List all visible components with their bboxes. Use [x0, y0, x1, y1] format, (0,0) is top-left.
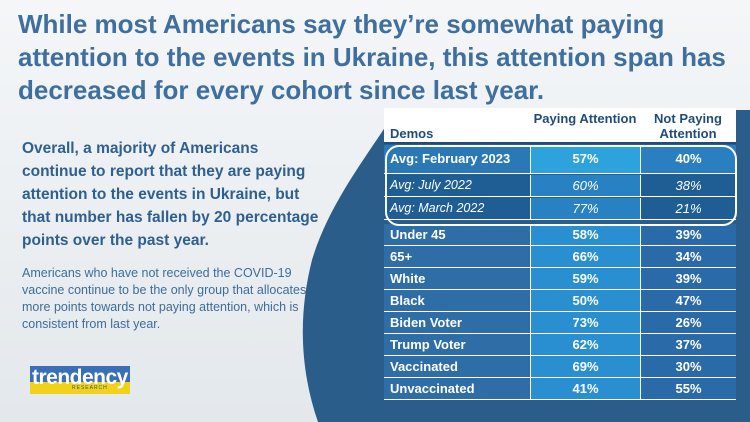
cell-demo: Avg: March 2022	[384, 198, 530, 219]
header-paying-attention: Paying Attention	[533, 111, 637, 126]
cell-paying: 62%	[530, 334, 640, 355]
cell-demo: Avg: February 2023	[384, 145, 530, 173]
cell-paying: 59%	[530, 268, 640, 289]
cell-demo: White	[384, 268, 530, 289]
cell-not-paying: 39%	[640, 268, 736, 289]
lead-paragraph: Overall, a majority of Americans continu…	[22, 140, 319, 249]
table-row: 65+ 66% 34%	[384, 246, 736, 268]
cell-paying: 73%	[530, 312, 640, 333]
logo-blue-band	[30, 366, 130, 382]
table-row: Unvaccinated 41% 55%	[384, 378, 736, 400]
cell-paying: 41%	[530, 378, 640, 399]
table-row: Avg: February 2023 57% 40%	[384, 145, 736, 174]
cell-demo: Biden Voter	[384, 312, 530, 333]
cell-not-paying: 39%	[640, 224, 736, 245]
cell-not-paying: 37%	[640, 334, 736, 355]
trendency-logo: trendency RESEARCH	[30, 366, 130, 394]
cell-paying: 60%	[530, 175, 640, 196]
table-row: Under 45 58% 39%	[384, 224, 736, 246]
cell-paying: 66%	[530, 246, 640, 267]
cell-not-paying: 38%	[640, 175, 736, 196]
header-not-paying-attention: Not Paying Attention	[654, 111, 722, 141]
cell-paying: 58%	[530, 224, 640, 245]
cell-paying: 69%	[530, 356, 640, 377]
table-row: Avg: July 2022 60% 38%	[384, 175, 736, 197]
cell-not-paying: 40%	[640, 145, 736, 173]
cell-not-paying: 47%	[640, 290, 736, 311]
cell-not-paying: 26%	[640, 312, 736, 333]
averages-highlight-box	[385, 145, 737, 226]
cell-demo: Unvaccinated	[384, 378, 530, 399]
table-row: Black 50% 47%	[384, 290, 736, 312]
table-row: Vaccinated 69% 30%	[384, 356, 736, 378]
cell-demo: Trump Voter	[384, 334, 530, 355]
cell-paying: 50%	[530, 290, 640, 311]
logo-subtitle: RESEARCH	[72, 385, 108, 391]
cell-paying: 77%	[530, 198, 640, 219]
cell-demo: Vaccinated	[384, 356, 530, 377]
cell-not-paying: 34%	[640, 246, 736, 267]
cell-demo: 65+	[384, 246, 530, 267]
table-row: Biden Voter 73% 26%	[384, 312, 736, 334]
header-divider	[384, 142, 736, 144]
table-row: White 59% 39%	[384, 268, 736, 290]
header-demos: Demos	[390, 126, 434, 141]
cell-not-paying: 55%	[640, 378, 736, 399]
logo-wordmark: trendency	[32, 366, 128, 389]
cell-not-paying: 21%	[640, 198, 736, 219]
table-row: Trump Voter 62% 37%	[384, 334, 736, 356]
table-row: Avg: March 2022 77% 21%	[384, 198, 736, 220]
cell-paying: 57%	[530, 145, 640, 173]
attention-table: Demos Paying Attention Not Paying Attent…	[384, 108, 736, 406]
cell-demo: Black	[384, 290, 530, 311]
logo-yellow-band	[30, 382, 130, 394]
cell-demo: Under 45	[384, 224, 530, 245]
cell-not-paying: 30%	[640, 356, 736, 377]
slide-title: While most Americans say they’re somewha…	[18, 9, 726, 105]
table-header: Demos Paying Attention Not Paying Attent…	[384, 108, 736, 144]
cell-demo: Avg: July 2022	[384, 175, 530, 196]
note-paragraph: Americans who have not received the COVI…	[22, 266, 307, 331]
